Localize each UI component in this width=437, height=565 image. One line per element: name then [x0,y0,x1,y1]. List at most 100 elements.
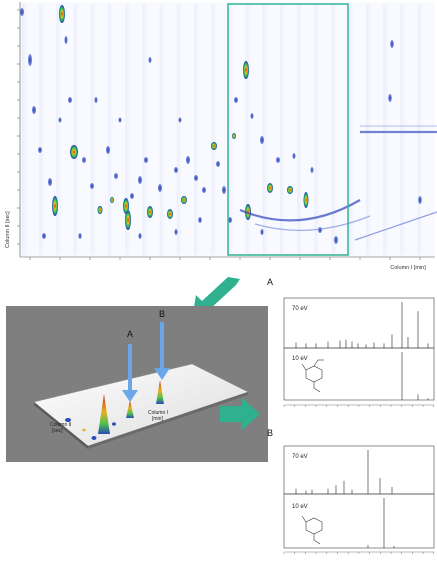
modulation-stripe [56,4,62,255]
peak-blob [125,210,131,230]
surface-arrow-a-shaft [128,344,132,392]
spectrum-b-10ev-energy: 10 eV [292,504,308,510]
surface-peak-a [126,400,134,418]
arrow-right-icon [220,398,260,430]
peak-blob [181,196,187,204]
peak-blob [97,206,103,214]
surface-label-b: B [159,309,165,319]
peak-blob [52,196,58,216]
modulation-stripe [280,4,285,255]
peak-blob [114,173,118,179]
peak-blob [78,233,82,239]
spectra-label-b: B [267,428,273,438]
peak-blob [260,136,264,144]
peak-blob [118,117,122,123]
modulation-stripe [314,4,320,255]
surface-arrow-a-head [122,390,138,402]
modulation-stripe [142,4,148,255]
peak-blob [202,187,206,193]
surface-arrow-b-shaft [160,322,164,370]
peak-blob [28,54,32,66]
modulation-stripe [176,4,182,255]
peak-blob [234,97,238,103]
spectrum-a-70ev-energy: 70 eV [292,306,308,312]
surface-axis-column-i: Column I [min] [148,410,168,422]
spectrum-a-10ev-energy: 10 eV [292,356,308,362]
peak-blob [186,156,190,164]
spectrum-a-70ev-peaks [295,302,429,348]
peak-blob [390,40,394,48]
peak-blob [174,229,178,235]
chromatogram-x-ticks [29,257,421,260]
region-of-interest-box [227,3,349,256]
peak-blob [267,183,273,193]
peak-blob [106,146,110,154]
peak-blob [94,97,98,103]
peak-blob [167,209,173,219]
peak-blob [20,8,24,16]
spectrum-b-70ev-peaks [295,450,393,494]
surface-plot-plane-edge [34,402,88,449]
molecule-b-structure [301,515,323,545]
modulation-stripe [159,4,165,255]
peak-blob [90,183,94,189]
peak-blob [68,97,72,103]
modulation-stripe [366,4,371,255]
surface-axis-column-ii: Column II [sec] [50,422,71,434]
peak-blob [138,233,142,239]
peak-blob [194,175,198,181]
surface-peak-small [82,428,86,432]
surface-label-a: A [127,329,133,339]
peak-blob [276,157,280,163]
modulation-stripe [383,4,389,255]
peak-blob [38,147,42,153]
spectrum-b-10ev: 10 eV [283,493,435,549]
peak-blob [138,176,142,184]
chromatogram-peak-blobs [20,5,422,244]
modulation-stripe [108,4,113,255]
surface-plot-plane-side [88,392,248,449]
spectra-axis-b-ticks [283,552,435,554]
peak-blob [64,36,68,44]
peak-blob [130,193,134,199]
spectrum-a-70ev: 70 eV [283,297,435,349]
modulation-stripe [297,4,303,255]
spectrum-a-10ev-peaks [401,352,429,400]
peak-blob [58,117,62,123]
modulation-stripe [22,4,27,255]
modulation-stripe [228,4,234,255]
chromatogram-x-axis-label: Column I [min] [390,265,426,271]
peak-blob [42,233,46,239]
chromatogram-y-axis-label: Column II [sec] [5,211,11,248]
peak-blob [287,186,293,194]
modulation-stripe [331,4,337,255]
peak-blob [228,217,232,223]
peak-blob [70,145,78,159]
surface-3d-plot: A B Column II [sec] Column I [min] [6,306,268,462]
peak-blob [250,113,254,119]
peak-blob [216,161,220,167]
modulation-stripe [245,4,251,255]
peak-blob [303,192,309,208]
peak-blob [158,184,162,192]
peak-blob [198,217,202,223]
spectrum-b-10ev-peaks [367,498,395,548]
spectrum-b-70ev-energy: 70 eV [292,454,308,460]
peak-blob [260,229,264,235]
peak-blob [334,236,338,244]
modulation-stripe [348,4,354,255]
peak-blob [148,57,152,63]
spectra-label-a: A [267,277,273,287]
peak-blob [59,5,65,23]
modulation-stripe [417,4,423,255]
modulation-stripe [211,4,217,255]
peak-blob [232,133,236,139]
peak-blob [174,167,178,173]
surface-peak-small [91,436,97,440]
modulation-stripe [73,4,79,255]
peak-blob [144,157,148,163]
surface-peak-small [112,422,116,426]
peak-blob [110,197,114,203]
spectrum-b-70ev: 70 eV [283,445,435,495]
peak-blob [243,61,249,79]
